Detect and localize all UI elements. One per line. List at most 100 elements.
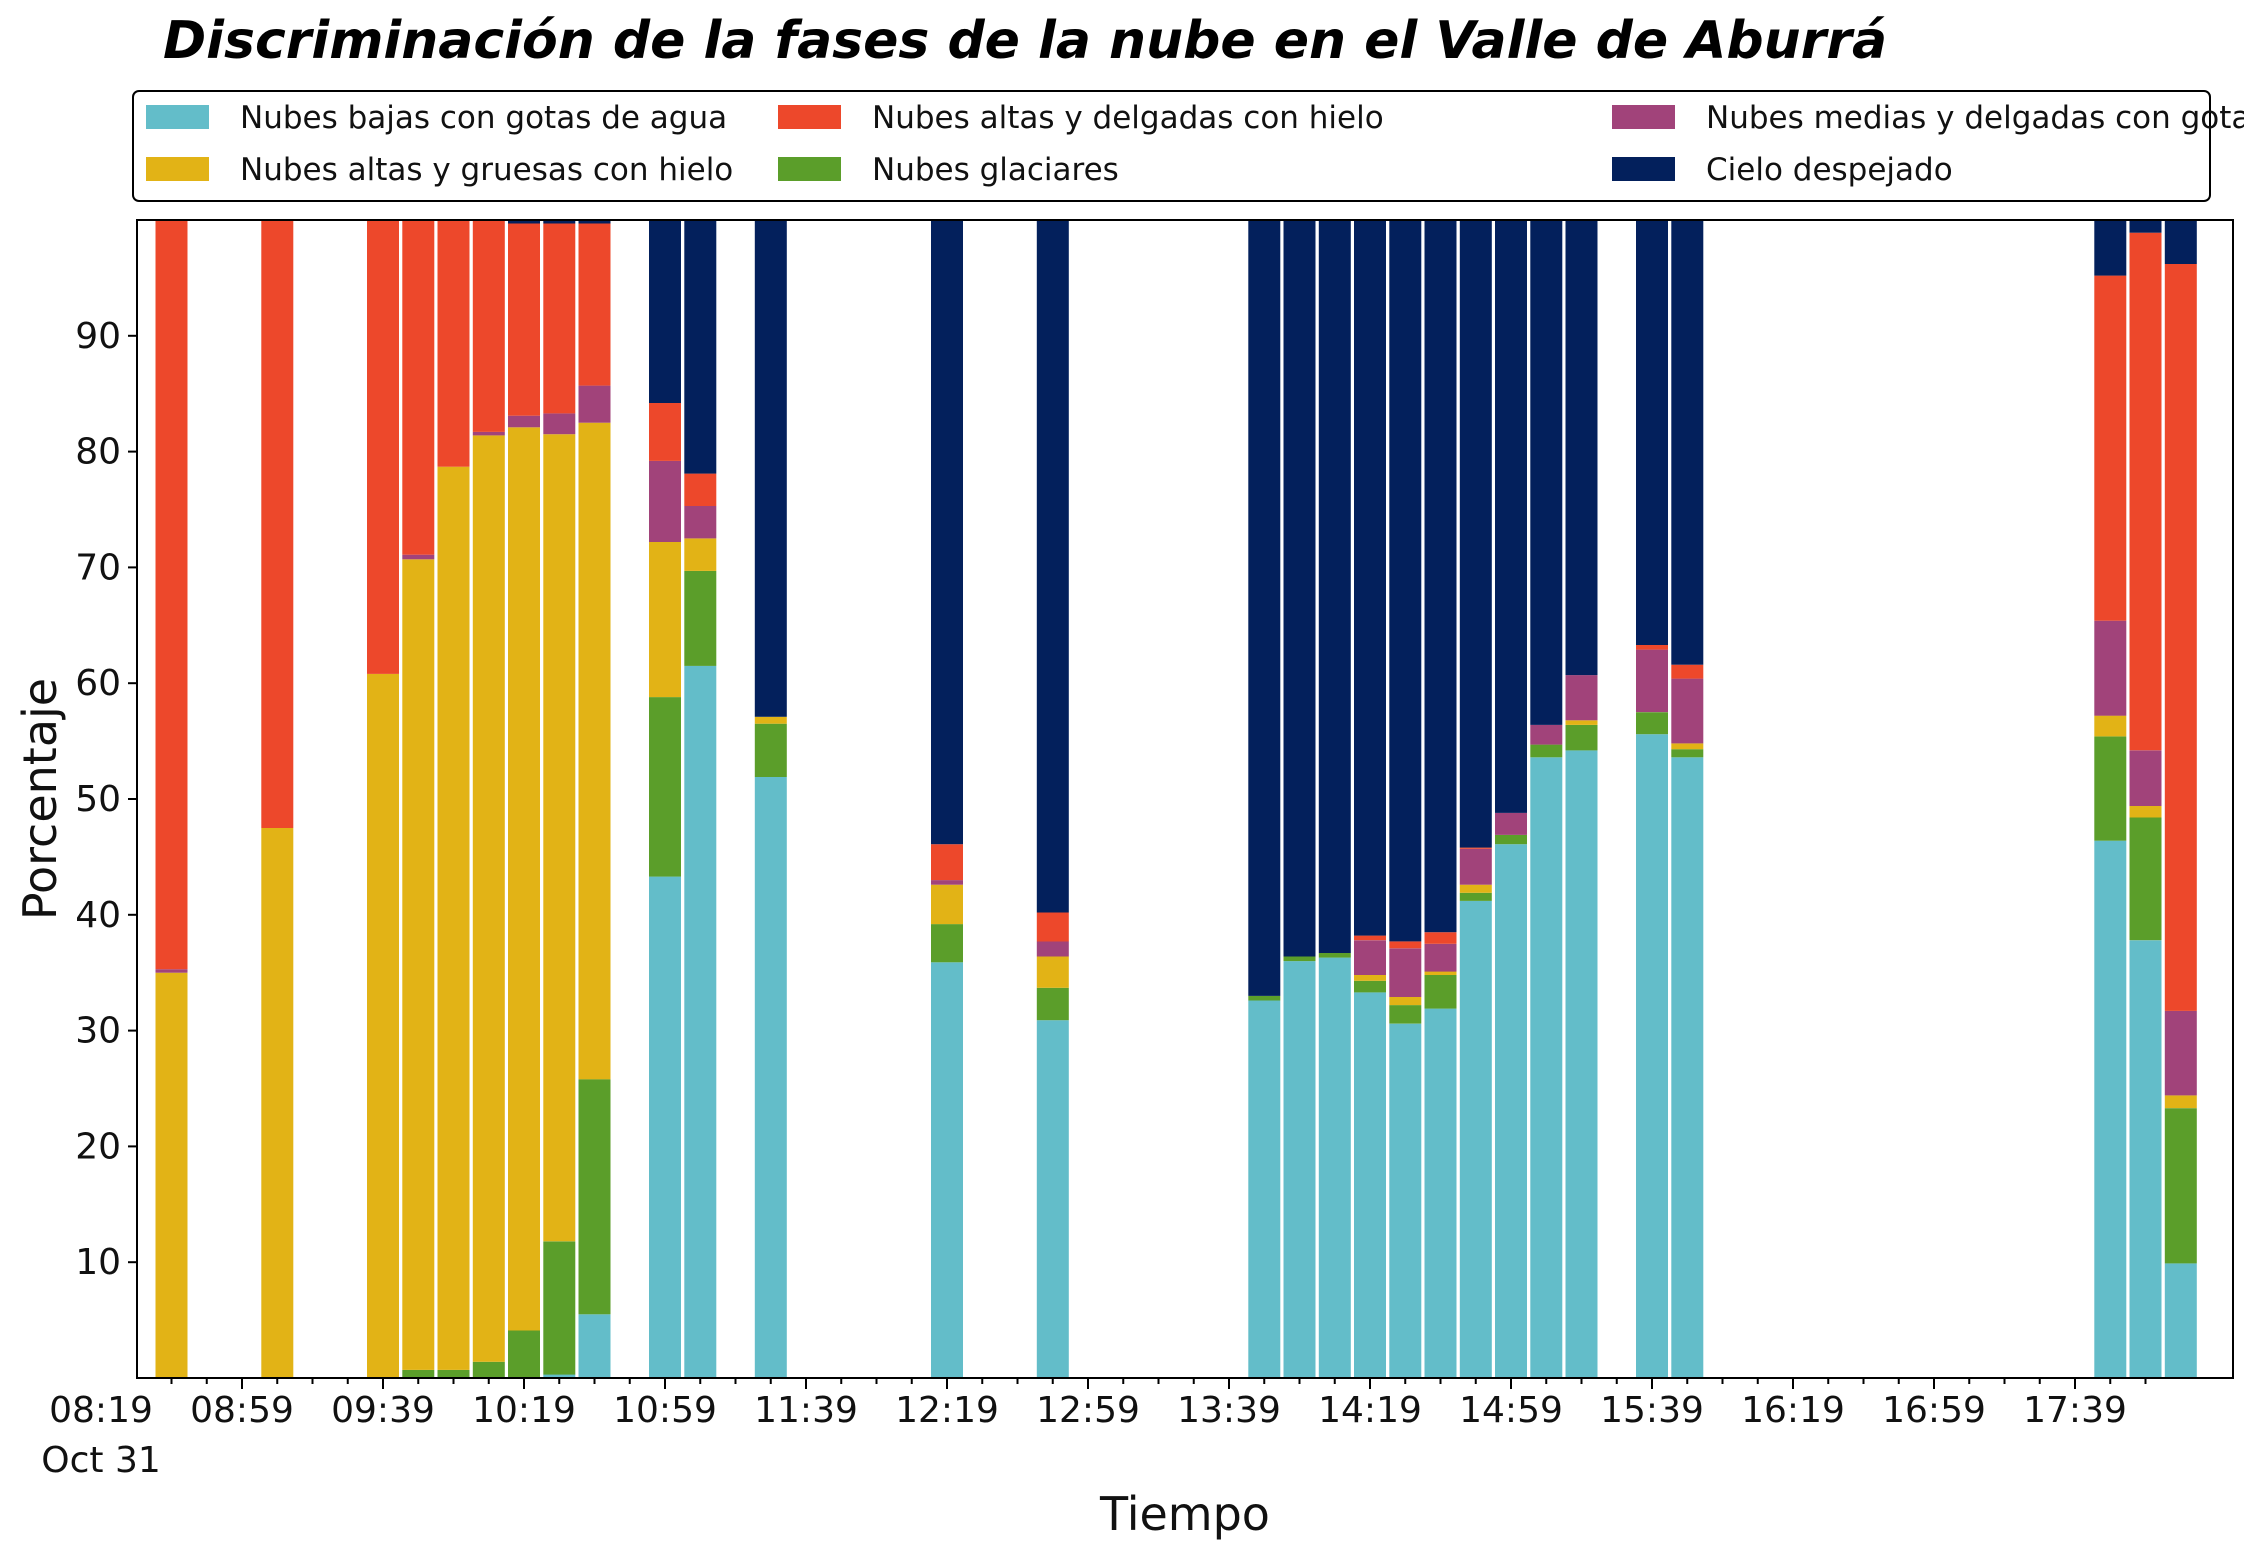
bar-segment-1039-cielo-despejado (578, 220, 611, 224)
bar-segment-0839-nubes-altas-y-gruesas-con-hielo (155, 972, 188, 1378)
bar-segment-1419-nubes-altas-y-gruesas-con-hielo (1354, 975, 1386, 981)
bar-segment-1509-nubes-glaciares (1530, 744, 1563, 758)
x-tick-label-1219: 12:19 (895, 1390, 999, 1431)
bar-segment-1549-nubes-bajas-con-gotas-de-agua (1671, 757, 1704, 1378)
bar-segment-1749-nubes-glaciares (2094, 736, 2127, 841)
bar-segment-1109-nubes-bajas-con-gotas-de-agua (684, 665, 717, 1378)
bar-segment-1509-nubes-medias-y-delgadas-con-gotas-de-agua (1530, 724, 1563, 745)
bar-segment-1539-nubes-glaciares (1636, 712, 1668, 735)
bar-segment-1249-nubes-altas-y-delgadas-con-hielo (1036, 912, 1069, 942)
x-tick-label-1739: 17:39 (2023, 1390, 2127, 1431)
bar-segment-1409-nubes-glaciares (1318, 953, 1351, 958)
bar-segment-1009-nubes-altas-y-gruesas-con-hielo (472, 435, 505, 1362)
bar-segment-1429-nubes-medias-y-delgadas-con-gotas-de-agua (1389, 948, 1422, 997)
bar-segment-0909-nubes-altas-y-gruesas-con-hielo (261, 828, 294, 1378)
legend-swatch-nubes-altas-y-delgadas-con-hielo (778, 105, 841, 129)
bar-segment-0959-nubes-altas-y-delgadas-con-hielo (437, 220, 470, 467)
bar-segment-1759-nubes-medias-y-delgadas-con-gotas-de-agua (2129, 750, 2162, 806)
bar-segment-1429-cielo-despejado (1389, 220, 1422, 942)
bar-segment-1109-nubes-altas-y-delgadas-con-hielo (684, 473, 717, 506)
bar-segment-0949-nubes-altas-y-delgadas-con-hielo (402, 220, 435, 555)
bar-segment-1019-cielo-despejado (508, 220, 540, 224)
y-tick-label-30: 30 (75, 1011, 121, 1052)
legend-swatch-nubes-medias-y-delgadas-con-gotas-de-agua (1612, 105, 1675, 129)
bar-segment-1539-cielo-despejado (1636, 220, 1668, 645)
bar-segment-1549-nubes-altas-y-gruesas-con-hielo (1671, 743, 1704, 750)
bar-segment-0959-nubes-glaciares (437, 1369, 470, 1378)
x-tick-label-0859: 08:59 (190, 1390, 294, 1431)
x-axis: 08:19 Oct 31 08:59 09:39 10:19 10:59 11:39 12:1… (41, 1378, 2147, 1481)
bar-segment-1359-nubes-bajas-con-gotas-de-agua (1283, 961, 1316, 1378)
bar-segment-1519-nubes-glaciares (1565, 724, 1598, 751)
bar-segment-1549-nubes-altas-y-delgadas-con-hielo (1671, 664, 1704, 679)
x-tick-label-1419: 14:19 (1318, 1390, 1422, 1431)
bar-segment-1549-cielo-despejado (1671, 220, 1704, 665)
bar-segment-1509-nubes-bajas-con-gotas-de-agua (1530, 757, 1563, 1378)
bar-segment-1249-nubes-glaciares (1036, 987, 1069, 1021)
bar-segment-1439-nubes-altas-y-gruesas-con-hielo (1424, 971, 1457, 975)
x-tick-label-1619: 16:19 (1741, 1390, 1845, 1431)
bar-segment-1109-nubes-altas-y-gruesas-con-hielo (684, 538, 717, 571)
x-tick-date-label: Oct 31 (41, 1440, 161, 1481)
bar-segment-1219-nubes-glaciares (931, 924, 963, 963)
bar-segment-1249-nubes-bajas-con-gotas-de-agua (1036, 1020, 1069, 1378)
bar-segment-1519-nubes-medias-y-delgadas-con-gotas-de-agua (1565, 675, 1598, 721)
bar-segment-1349-nubes-glaciares (1248, 995, 1281, 1001)
bar-segment-1029-nubes-altas-y-delgadas-con-hielo (543, 223, 576, 414)
bar-segment-1419-nubes-medias-y-delgadas-con-gotas-de-agua (1354, 940, 1386, 975)
bar-segment-1429-nubes-altas-y-delgadas-con-hielo (1389, 941, 1422, 949)
x-tick-label-1459: 14:59 (1459, 1390, 1563, 1431)
bar-segment-1219-nubes-bajas-con-gotas-de-agua (931, 962, 963, 1378)
bar-segment-1519-nubes-bajas-con-gotas-de-agua (1565, 750, 1598, 1378)
y-tick-label-40: 40 (75, 895, 121, 936)
y-tick-label-90: 90 (75, 316, 121, 357)
bar-segment-1349-nubes-bajas-con-gotas-de-agua (1248, 1000, 1281, 1378)
legend-label-nubes-altas-y-gruesas-con-hielo: Nubes altas y gruesas con hielo (240, 152, 733, 188)
x-tick-label-1339: 13:39 (1177, 1390, 1281, 1431)
bar-segment-0909-nubes-altas-y-delgadas-con-hielo (261, 220, 294, 828)
bar-segment-1029-nubes-medias-y-delgadas-con-gotas-de-agua (543, 413, 576, 435)
bar-segment-1249-nubes-altas-y-gruesas-con-hielo (1036, 956, 1069, 988)
bar-segment-1419-nubes-altas-y-delgadas-con-hielo (1354, 935, 1386, 941)
x-tick-label-1259: 12:59 (1036, 1390, 1140, 1431)
bar-segment-1039-nubes-altas-y-delgadas-con-hielo (578, 223, 611, 386)
y-axis-label: Porcentaje (13, 678, 67, 920)
legend-label-nubes-bajas-con-gotas-de-agua: Nubes bajas con gotas de agua (240, 100, 727, 136)
bar-segment-1129-nubes-glaciares (754, 723, 787, 777)
bar-segment-1549-nubes-medias-y-delgadas-con-gotas-de-agua (1671, 678, 1704, 744)
bar-segment-0949-nubes-altas-y-gruesas-con-hielo (402, 559, 435, 1370)
legend-swatch-cielo-despejado (1612, 157, 1675, 181)
bar-segment-1759-nubes-bajas-con-gotas-de-agua (2129, 940, 2162, 1378)
bar-segment-1809-nubes-altas-y-delgadas-con-hielo (2164, 264, 2197, 1011)
bar-segment-0939-nubes-altas-y-gruesas-con-hielo (367, 673, 399, 1378)
bar-segment-1409-cielo-despejado (1318, 220, 1351, 953)
bar-segment-1429-nubes-glaciares (1389, 1005, 1422, 1024)
bar-segment-1749-nubes-bajas-con-gotas-de-agua (2094, 840, 2127, 1378)
bar-segment-1749-nubes-altas-y-gruesas-con-hielo (2094, 715, 2127, 737)
bar-segment-1449-nubes-medias-y-delgadas-con-gotas-de-agua (1459, 848, 1492, 885)
bar-segment-1749-cielo-despejado (2094, 220, 2127, 276)
bar-segment-1059-nubes-bajas-con-gotas-de-agua (649, 876, 681, 1378)
bar-segment-1809-nubes-glaciares (2164, 1108, 2197, 1264)
bar-segment-1059-cielo-despejado (649, 220, 681, 403)
y-tick-label-50: 50 (75, 779, 121, 820)
bar-segment-1539-nubes-bajas-con-gotas-de-agua (1636, 734, 1668, 1378)
bar-segment-1449-nubes-altas-y-delgadas-con-hielo (1459, 847, 1492, 849)
bar-segment-1809-cielo-despejado (2164, 220, 2197, 264)
legend-label-nubes-altas-y-delgadas-con-hielo: Nubes altas y delgadas con hielo (872, 100, 1384, 136)
bar-segment-1439-nubes-altas-y-delgadas-con-hielo (1424, 932, 1457, 944)
bar-segment-1809-nubes-medias-y-delgadas-con-gotas-de-agua (2164, 1010, 2197, 1096)
bar-segment-1009-nubes-medias-y-delgadas-con-gotas-de-agua (472, 431, 505, 436)
x-tick-label-1059: 10:59 (613, 1390, 717, 1431)
x-tick-label-1659: 16:59 (1882, 1390, 1986, 1431)
chart-title: Discriminación de la fases de la nube en… (163, 11, 1887, 71)
bar-segment-1759-nubes-altas-y-gruesas-con-hielo (2129, 805, 2162, 818)
bar-segment-1419-nubes-bajas-con-gotas-de-agua (1354, 992, 1386, 1378)
bar-segment-0939-nubes-altas-y-delgadas-con-hielo (367, 220, 399, 674)
legend: Nubes bajas con gotas de agua Nubes altas… (132, 90, 2244, 202)
bar-segment-1459-nubes-medias-y-delgadas-con-gotas-de-agua (1495, 812, 1527, 835)
bar-segment-1019-nubes-altas-y-gruesas-con-hielo (508, 427, 540, 1331)
bar-segment-1449-nubes-glaciares (1459, 892, 1492, 901)
bar-segment-1039-nubes-glaciares (578, 1079, 611, 1315)
